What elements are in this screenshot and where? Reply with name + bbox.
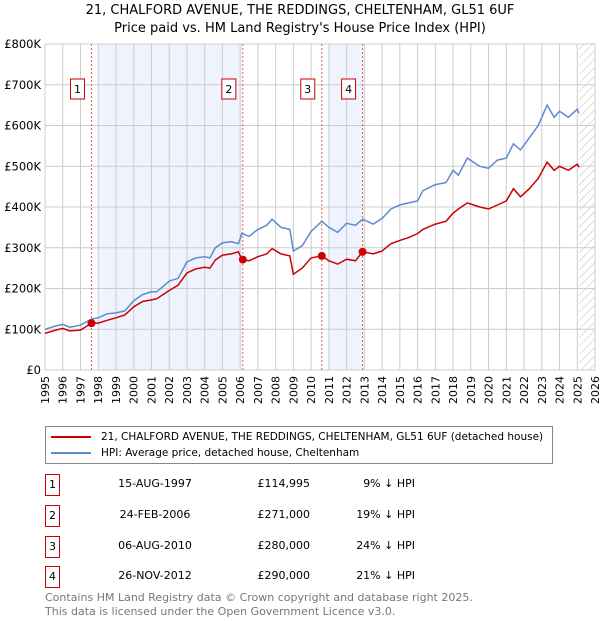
- sale-label-box: [69, 78, 85, 100]
- x-tick-label: 2015: [394, 376, 407, 404]
- chart-subtitle: Price paid vs. HM Land Registry's House …: [114, 21, 486, 36]
- x-tick-label: 2009: [287, 376, 300, 404]
- x-tick-label: 2008: [270, 376, 283, 404]
- transaction-price: £271,000: [257, 508, 311, 521]
- x-tick-label: 2014: [376, 376, 389, 404]
- sale-point: [87, 319, 96, 328]
- x-tick-label: 2018: [447, 376, 460, 404]
- y-tick-label: £500K: [4, 159, 41, 173]
- transaction-date: 15-AUG-1997: [118, 477, 192, 490]
- x-tick-label: 2001: [145, 376, 158, 404]
- x-tick-label: 2016: [412, 376, 425, 404]
- x-tick-label: 2026: [589, 376, 600, 404]
- y-tick-label: £200K: [4, 282, 41, 296]
- x-tick-label: 2000: [128, 376, 141, 404]
- price-chart: 1995 1996 1997 1998 1999 2000 2001 2002 2003 2004…: [4, 37, 600, 404]
- x-tick-label: 2002: [163, 376, 176, 404]
- footer-licence: This data is licensed under the Open Gov…: [45, 605, 396, 618]
- x-tick-label: 2012: [341, 376, 354, 404]
- legend-item-property: 21, CHALFORD AVENUE, THE REDDINGS, CHELT…: [51, 429, 543, 445]
- x-tick-label: 2007: [252, 376, 265, 404]
- x-tick-label: 2022: [518, 376, 531, 404]
- transaction-row: 2 24-FEB-2006 £271,000 19% ↓ HPI: [45, 505, 445, 527]
- x-tick-label: 1995: [39, 376, 52, 404]
- sale-label: 2: [225, 83, 232, 96]
- transaction-marker: 2: [45, 505, 60, 527]
- transaction-row: 3 06-AUG-2010 £280,000 24% ↓ HPI: [45, 536, 445, 558]
- y-tick-label: £600K: [4, 119, 41, 133]
- transaction-price: £280,000: [257, 539, 311, 552]
- y-tick-label: £400K: [4, 200, 41, 214]
- sale-label: 3: [304, 83, 311, 96]
- x-tick-label: 2023: [536, 376, 549, 404]
- sale-label-box: [300, 78, 316, 100]
- y-tick-label: £0: [26, 363, 41, 377]
- y-tick-label: £800K: [4, 37, 41, 51]
- x-tick-label: 2013: [358, 376, 371, 404]
- sale-label: 4: [345, 83, 352, 96]
- blue-line-swatch: [51, 452, 91, 454]
- y-tick-label: £300K: [4, 241, 41, 255]
- x-tick-label: 2003: [181, 376, 194, 404]
- transaction-date: 26-NOV-2012: [118, 569, 192, 582]
- transaction-row: 1 15-AUG-1997 £114,995 9% ↓ HPI: [45, 474, 445, 496]
- transaction-hpi-diff: 24% ↓ HPI: [356, 539, 415, 552]
- sale-point: [358, 247, 367, 256]
- sale-point: [238, 255, 247, 264]
- sale-label-box: [221, 78, 237, 100]
- sale-point: [317, 251, 326, 260]
- x-tick-label: 1998: [92, 376, 105, 404]
- transaction-marker: 1: [45, 474, 60, 496]
- transaction-marker: 3: [45, 536, 60, 558]
- chart-title: 21, CHALFORD AVENUE, THE REDDINGS, CHELT…: [85, 3, 515, 18]
- x-tick-label: 2021: [500, 376, 513, 404]
- transaction-price: £114,995: [257, 477, 311, 490]
- x-tick-label: 2019: [465, 376, 478, 404]
- transaction-hpi-diff: 9% ↓ HPI: [363, 477, 415, 490]
- x-tick-label: 2025: [571, 376, 584, 404]
- transaction-hpi-diff: 19% ↓ HPI: [356, 508, 415, 521]
- transaction-marker: 4: [45, 566, 60, 588]
- property-price-line: [44, 160, 580, 335]
- transaction-hpi-diff: 21% ↓ HPI: [356, 569, 415, 582]
- x-tick-label: 2010: [305, 376, 318, 404]
- x-tick-label: 1996: [57, 376, 70, 404]
- x-tick-label: 2020: [483, 376, 496, 404]
- plot-frame: [44, 43, 596, 371]
- x-tick-label: 2024: [554, 376, 567, 404]
- x-tick-label: 2005: [216, 376, 229, 404]
- x-tick-label: 2006: [234, 376, 247, 404]
- sale-label-box: [341, 78, 357, 100]
- transaction-date: 24-FEB-2006: [119, 508, 191, 521]
- x-tick-label: 1999: [110, 376, 123, 404]
- legend-item-hpi: HPI: Average price, detached house, Chel…: [51, 445, 359, 461]
- y-tick-label: £100K: [4, 322, 41, 336]
- legend-property-label: 21, CHALFORD AVENUE, THE REDDINGS, CHELT…: [101, 431, 544, 443]
- x-tick-label: 1997: [74, 376, 87, 404]
- y-tick-label: £700K: [4, 78, 41, 92]
- hpi-line: [44, 103, 580, 331]
- x-tick-label: 2017: [429, 376, 442, 404]
- transaction-date: 06-AUG-2010: [118, 539, 192, 552]
- x-tick-label: 2004: [199, 376, 212, 404]
- legend: 21, CHALFORD AVENUE, THE REDDINGS, CHELT…: [45, 426, 553, 464]
- x-tick-label: 2011: [323, 376, 336, 404]
- legend-hpi-label: HPI: Average price, detached house, Chel…: [101, 447, 360, 459]
- footer-copyright: Contains HM Land Registry data © Crown c…: [45, 591, 473, 604]
- red-line-swatch: [51, 436, 91, 438]
- transaction-price: £290,000: [257, 569, 311, 582]
- transaction-row: 4 26-NOV-2012 £290,000 21% ↓ HPI: [45, 566, 445, 588]
- sale-label: 1: [74, 83, 81, 96]
